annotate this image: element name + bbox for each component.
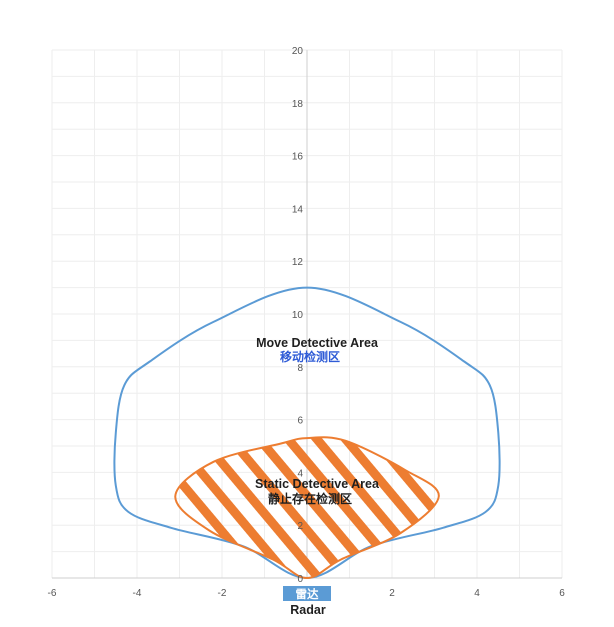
static-area-label-zh: 静止存在检测区 [268, 491, 352, 506]
y-tick-label: 8 [297, 363, 303, 374]
y-tick-label: 4 [297, 468, 303, 479]
radar-badge [283, 586, 331, 601]
y-tick-label: 10 [292, 310, 304, 321]
static-detection-zone [174, 436, 440, 580]
zones [113, 286, 501, 580]
y-tick-label: 6 [297, 416, 303, 427]
x-tick-label: -2 [218, 588, 227, 599]
move-area-label: Move Detective Area [256, 336, 379, 350]
y-tick-label: 2 [297, 521, 303, 532]
x-tick-label: 4 [474, 588, 480, 599]
move-area-label-zh: 移动检测区 [280, 349, 340, 364]
radar-marker: 雷达 Radar [283, 586, 331, 617]
static-area-label: Static Detective Area [255, 477, 380, 491]
y-tick-label: 0 [297, 574, 303, 585]
x-tick-label: -6 [48, 588, 57, 599]
y-tick-label: 20 [292, 46, 304, 57]
x-tick-label: 2 [389, 588, 395, 599]
tick-labels: -6 -4 -2 2 4 6 0 2 4 6 8 10 12 14 16 18 20 [48, 46, 566, 599]
x-tick-label: -4 [133, 588, 142, 599]
radar-label-zh: 雷达 [296, 587, 319, 601]
y-tick-label: 12 [292, 257, 304, 268]
y-tick-label: 18 [292, 99, 304, 110]
radar-label: Radar [290, 603, 326, 617]
y-tick-label: 16 [292, 152, 304, 163]
x-tick-label: 6 [559, 588, 565, 599]
y-tick-label: 14 [292, 204, 304, 215]
move-detection-zone [113, 286, 501, 580]
